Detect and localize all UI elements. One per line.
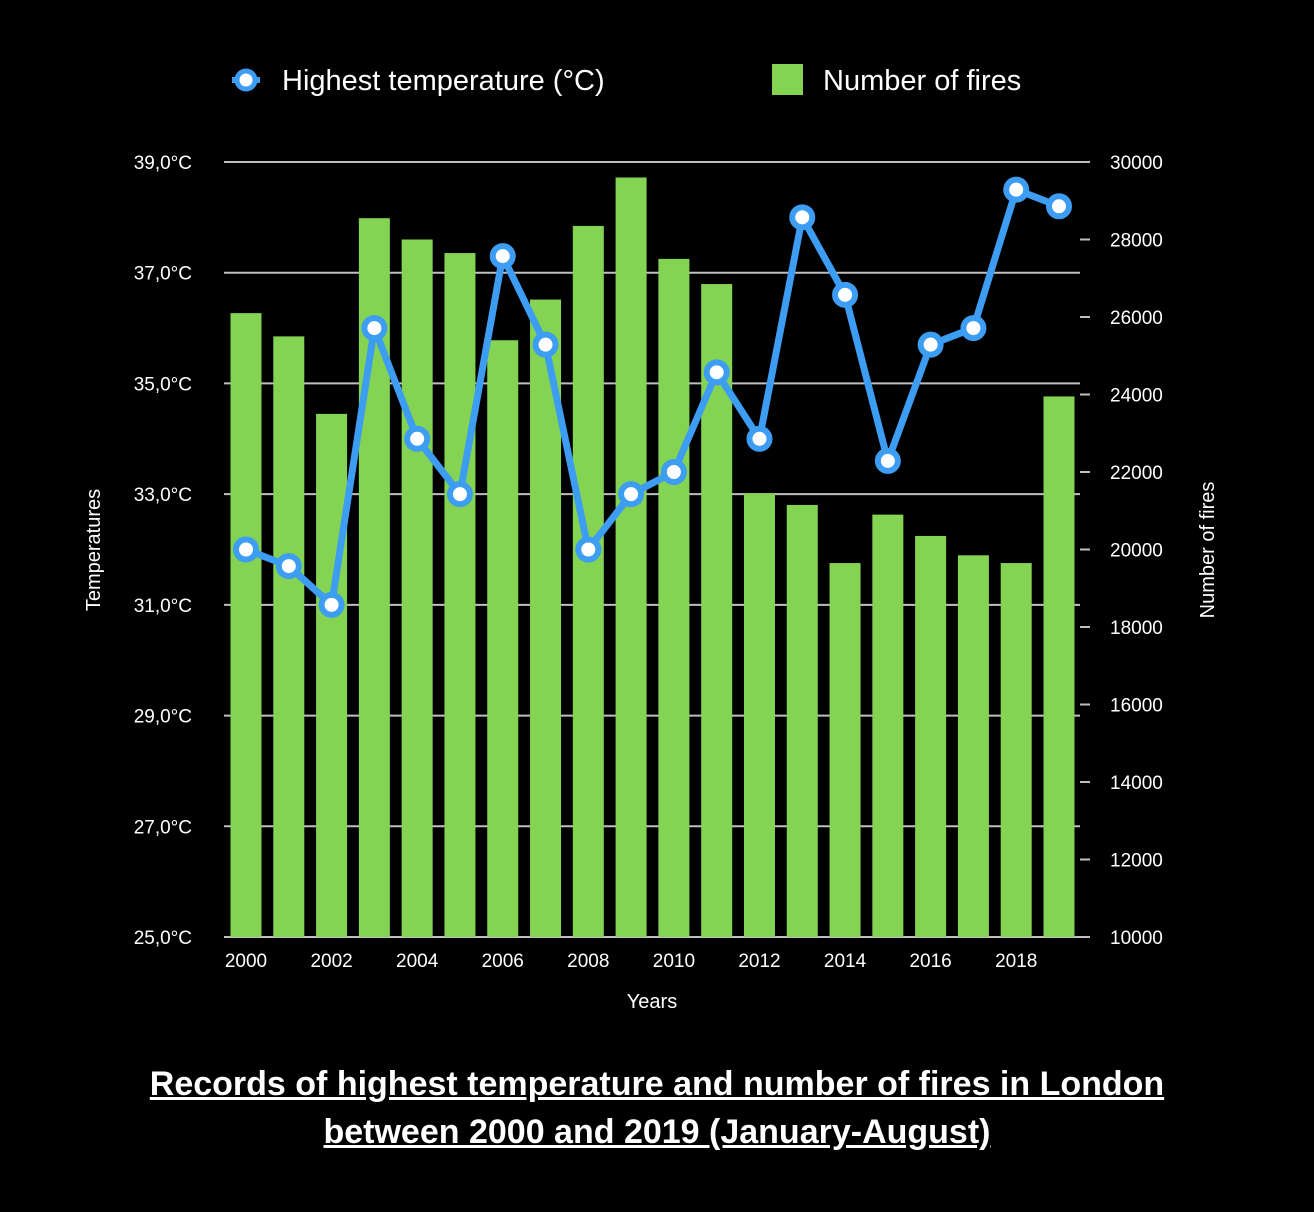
- y-left-tick-label: 33,0°C: [134, 485, 192, 506]
- fires-bar: [872, 514, 904, 937]
- y-right-tick-label: 16000: [1110, 696, 1163, 717]
- fires-bar: [743, 493, 775, 937]
- fires-bar: [487, 340, 519, 937]
- y-right-tick-label: 14000: [1110, 773, 1163, 794]
- x-tick-label: 2000: [225, 951, 267, 972]
- y-right-tick-label: 20000: [1110, 541, 1163, 562]
- gridlines: [224, 161, 1080, 938]
- fires-bar: [915, 535, 947, 937]
- legend-fires-swatch-icon: [772, 64, 803, 95]
- temperature-point: [746, 425, 773, 452]
- temperature-point: [917, 331, 944, 358]
- fires-bar: [957, 555, 989, 937]
- fires-bar: [401, 239, 433, 937]
- y-left-tick-label: 29,0°C: [134, 707, 192, 728]
- fires-bar: [829, 563, 861, 937]
- y-left-tick-label: 35,0°C: [134, 374, 192, 395]
- y-left-tick-label: 39,0°C: [134, 153, 192, 174]
- y-right-tick-label: 30000: [1110, 153, 1163, 174]
- temperature-point: [489, 243, 516, 270]
- fires-bar: [615, 177, 647, 937]
- y-left-tick-label: 31,0°C: [134, 596, 192, 617]
- temperature-point: [832, 281, 859, 308]
- x-tick-label: 2010: [653, 951, 695, 972]
- fires-bar: [230, 313, 262, 937]
- fires-bar: [444, 253, 476, 937]
- legend-label-fires: Number of fires: [823, 65, 1021, 97]
- temperature-point: [660, 459, 687, 485]
- y-right-tick-label: 10000: [1110, 928, 1163, 949]
- temperature-point: [404, 425, 431, 452]
- x-axis-title: Years: [627, 991, 677, 1013]
- y-right-tick-label: 24000: [1110, 386, 1163, 407]
- y-left-tick-label: 27,0°C: [134, 817, 192, 838]
- y-left-tick-label: 37,0°C: [134, 264, 192, 285]
- fires-bar: [273, 336, 305, 937]
- x-tick-label: 2016: [909, 951, 951, 972]
- fires-bar: [1000, 563, 1032, 937]
- temperature-point: [618, 481, 645, 508]
- y-right-tick-label: 28000: [1110, 231, 1163, 252]
- temperature-series-line: [244, 186, 1061, 609]
- fires-bar: [572, 225, 604, 937]
- y-right-tick-label: 26000: [1110, 308, 1163, 329]
- legend-temperature-marker-icon: [234, 68, 258, 92]
- y-axis-right: 10000 12000 14000 16000 18000 20000 22000 24000…: [1080, 153, 1163, 949]
- legend: Highest temperature (°C) Number of fires: [232, 64, 1021, 97]
- temperature-point: [532, 331, 559, 358]
- chart: 25,0°C 27,0°C 29,0°C 31,0°C 33,0°C 35,0°C 37,0…: [83, 64, 1219, 1013]
- fires-bar: [658, 258, 690, 937]
- caption-line-1: Records of highest temperature and numbe…: [149, 1065, 1165, 1103]
- temperature-point: [960, 315, 987, 342]
- temperature-point: [1003, 176, 1030, 203]
- x-tick-label: 2012: [738, 951, 780, 972]
- temperature-point: [703, 359, 730, 386]
- caption-line-2: between 2000 and 2019 (January-August): [323, 1113, 991, 1151]
- x-axis: 2000 2002 2004 2006 2008 2010 2012 2014 2016 2018: [225, 951, 1037, 972]
- temperature-point: [275, 553, 302, 580]
- temperature-point: [361, 315, 388, 342]
- y-right-tick-label: 12000: [1110, 851, 1163, 872]
- y-right-tick-label: 22000: [1110, 463, 1163, 484]
- temperature-point: [1046, 193, 1072, 220]
- y-left-tick-label: 25,0°C: [134, 928, 192, 949]
- x-tick-label: 2008: [567, 951, 609, 972]
- legend-item-temperature: Highest temperature (°C): [232, 65, 605, 97]
- fires-bar: [786, 504, 818, 937]
- chart-caption: Records of highest temperature and numbe…: [0, 1060, 1314, 1156]
- temperature-point: [446, 481, 473, 508]
- temperature-point: [575, 536, 602, 563]
- x-tick-label: 2018: [995, 951, 1037, 972]
- legend-label-temperature: Highest temperature (°C): [282, 65, 605, 97]
- y-right-tick-label: 18000: [1110, 618, 1163, 639]
- x-tick-label: 2004: [396, 951, 439, 972]
- x-tick-label: 2014: [824, 951, 867, 972]
- y-axis-left: 25,0°C 27,0°C 29,0°C 31,0°C 33,0°C 35,0°C 37,0…: [134, 153, 192, 949]
- x-tick-label: 2006: [482, 951, 524, 972]
- y-axis-left-title: Temperatures: [83, 489, 105, 611]
- x-tick-label: 2002: [310, 951, 352, 972]
- legend-item-fires: Number of fires: [772, 64, 1021, 97]
- temperature-point: [874, 447, 901, 474]
- fires-bar: [1043, 396, 1075, 937]
- temperature-point: [318, 591, 345, 618]
- fires-bar: [316, 413, 348, 937]
- temperature-line: [233, 176, 1072, 618]
- y-axis-right-title: Number of fires: [1197, 482, 1219, 619]
- temperature-point: [233, 536, 259, 563]
- temperature-point: [789, 204, 816, 231]
- fires-bars: [230, 177, 1075, 937]
